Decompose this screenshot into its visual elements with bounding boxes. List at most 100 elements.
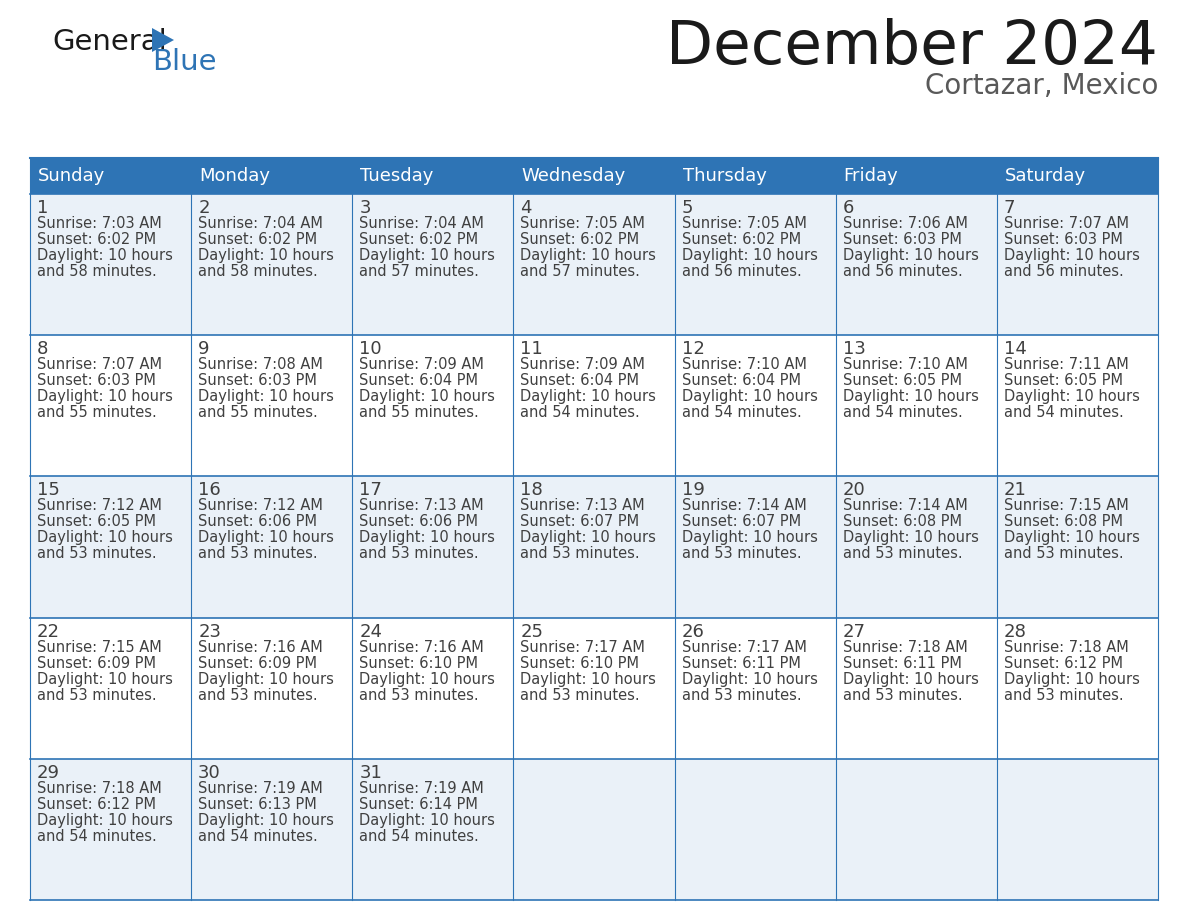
Text: Sunset: 6:05 PM: Sunset: 6:05 PM (37, 514, 156, 530)
Bar (835, 158, 997, 194)
Text: and 55 minutes.: and 55 minutes. (359, 405, 479, 420)
Text: and 53 minutes.: and 53 minutes. (842, 688, 962, 702)
Text: Sunrise: 7:18 AM: Sunrise: 7:18 AM (37, 781, 162, 796)
Text: Sunrise: 7:09 AM: Sunrise: 7:09 AM (359, 357, 485, 372)
Text: Sunset: 6:12 PM: Sunset: 6:12 PM (1004, 655, 1123, 671)
Text: and 53 minutes.: and 53 minutes. (198, 546, 317, 562)
Text: and 54 minutes.: and 54 minutes. (1004, 405, 1124, 420)
Text: 3: 3 (359, 199, 371, 217)
Text: and 56 minutes.: and 56 minutes. (682, 264, 802, 279)
Text: and 54 minutes.: and 54 minutes. (359, 829, 479, 844)
Bar (997, 194, 1158, 335)
Text: and 54 minutes.: and 54 minutes. (520, 405, 640, 420)
Text: and 53 minutes.: and 53 minutes. (359, 546, 479, 562)
Text: 2: 2 (198, 199, 209, 217)
Text: 16: 16 (198, 481, 221, 499)
Text: Daylight: 10 hours: Daylight: 10 hours (1004, 531, 1139, 545)
Text: Sunrise: 7:11 AM: Sunrise: 7:11 AM (1004, 357, 1129, 372)
Text: Sunrise: 7:05 AM: Sunrise: 7:05 AM (682, 216, 807, 231)
Text: 25: 25 (520, 622, 543, 641)
Text: Sunset: 6:05 PM: Sunset: 6:05 PM (1004, 374, 1123, 388)
Text: Daylight: 10 hours: Daylight: 10 hours (37, 531, 173, 545)
Text: and 53 minutes.: and 53 minutes. (520, 688, 640, 702)
Bar (353, 158, 513, 194)
Text: Daylight: 10 hours: Daylight: 10 hours (682, 531, 817, 545)
Bar (675, 194, 835, 335)
Text: 12: 12 (682, 341, 704, 358)
Text: and 56 minutes.: and 56 minutes. (842, 264, 962, 279)
Text: and 58 minutes.: and 58 minutes. (37, 264, 157, 279)
Text: Daylight: 10 hours: Daylight: 10 hours (198, 812, 334, 828)
Bar (675, 476, 835, 618)
Text: Sunrise: 7:04 AM: Sunrise: 7:04 AM (359, 216, 485, 231)
Text: Sunrise: 7:05 AM: Sunrise: 7:05 AM (520, 216, 645, 231)
Bar (513, 476, 675, 618)
Text: 27: 27 (842, 622, 866, 641)
Text: Daylight: 10 hours: Daylight: 10 hours (1004, 389, 1139, 404)
Text: and 53 minutes.: and 53 minutes. (359, 688, 479, 702)
Bar (997, 476, 1158, 618)
Text: 28: 28 (1004, 622, 1026, 641)
Text: Daylight: 10 hours: Daylight: 10 hours (682, 248, 817, 263)
Text: Sunrise: 7:13 AM: Sunrise: 7:13 AM (359, 498, 484, 513)
Text: 9: 9 (198, 341, 209, 358)
Text: 5: 5 (682, 199, 693, 217)
Text: 6: 6 (842, 199, 854, 217)
Bar (513, 335, 675, 476)
Bar (835, 335, 997, 476)
Text: Sunset: 6:05 PM: Sunset: 6:05 PM (842, 374, 962, 388)
Text: Daylight: 10 hours: Daylight: 10 hours (198, 389, 334, 404)
Text: and 53 minutes.: and 53 minutes. (520, 546, 640, 562)
Text: December 2024: December 2024 (666, 18, 1158, 77)
Bar (835, 759, 997, 900)
Bar (513, 194, 675, 335)
Text: 31: 31 (359, 764, 383, 782)
Text: Daylight: 10 hours: Daylight: 10 hours (842, 672, 979, 687)
Text: Daylight: 10 hours: Daylight: 10 hours (520, 389, 656, 404)
Text: Sunrise: 7:07 AM: Sunrise: 7:07 AM (37, 357, 162, 372)
Text: Daylight: 10 hours: Daylight: 10 hours (359, 812, 495, 828)
Text: Daylight: 10 hours: Daylight: 10 hours (520, 672, 656, 687)
Text: Sunrise: 7:19 AM: Sunrise: 7:19 AM (198, 781, 323, 796)
Bar (997, 759, 1158, 900)
Text: Daylight: 10 hours: Daylight: 10 hours (520, 531, 656, 545)
Text: and 54 minutes.: and 54 minutes. (37, 829, 157, 844)
Text: Daylight: 10 hours: Daylight: 10 hours (37, 672, 173, 687)
Text: Sunset: 6:12 PM: Sunset: 6:12 PM (37, 797, 156, 812)
Bar (675, 158, 835, 194)
Text: Sunset: 6:08 PM: Sunset: 6:08 PM (842, 514, 962, 530)
Bar (835, 194, 997, 335)
Text: Daylight: 10 hours: Daylight: 10 hours (1004, 248, 1139, 263)
Bar (30, 335, 191, 476)
Text: Sunrise: 7:14 AM: Sunrise: 7:14 AM (682, 498, 807, 513)
Text: Sunrise: 7:16 AM: Sunrise: 7:16 AM (359, 640, 484, 655)
Text: Sunset: 6:03 PM: Sunset: 6:03 PM (37, 374, 156, 388)
Bar (191, 476, 353, 618)
Text: 23: 23 (198, 622, 221, 641)
Text: and 53 minutes.: and 53 minutes. (682, 688, 801, 702)
Text: Daylight: 10 hours: Daylight: 10 hours (842, 531, 979, 545)
Bar (353, 618, 513, 759)
Text: 14: 14 (1004, 341, 1026, 358)
Text: Sunrise: 7:17 AM: Sunrise: 7:17 AM (682, 640, 807, 655)
Text: and 56 minutes.: and 56 minutes. (1004, 264, 1124, 279)
Bar (997, 618, 1158, 759)
Text: Sunrise: 7:12 AM: Sunrise: 7:12 AM (37, 498, 162, 513)
Text: Sunset: 6:13 PM: Sunset: 6:13 PM (198, 797, 317, 812)
Text: Daylight: 10 hours: Daylight: 10 hours (198, 672, 334, 687)
Bar (30, 158, 191, 194)
Text: Daylight: 10 hours: Daylight: 10 hours (37, 248, 173, 263)
Text: and 53 minutes.: and 53 minutes. (1004, 688, 1124, 702)
Text: and 55 minutes.: and 55 minutes. (198, 405, 318, 420)
Bar (191, 194, 353, 335)
Text: Daylight: 10 hours: Daylight: 10 hours (682, 672, 817, 687)
Bar (191, 158, 353, 194)
Text: Sunset: 6:07 PM: Sunset: 6:07 PM (520, 514, 639, 530)
Text: Sunset: 6:09 PM: Sunset: 6:09 PM (37, 655, 156, 671)
Text: Sunrise: 7:13 AM: Sunrise: 7:13 AM (520, 498, 645, 513)
Text: Daylight: 10 hours: Daylight: 10 hours (520, 248, 656, 263)
Bar (675, 335, 835, 476)
Bar (30, 759, 191, 900)
Bar (353, 476, 513, 618)
Text: Sunset: 6:10 PM: Sunset: 6:10 PM (359, 655, 479, 671)
